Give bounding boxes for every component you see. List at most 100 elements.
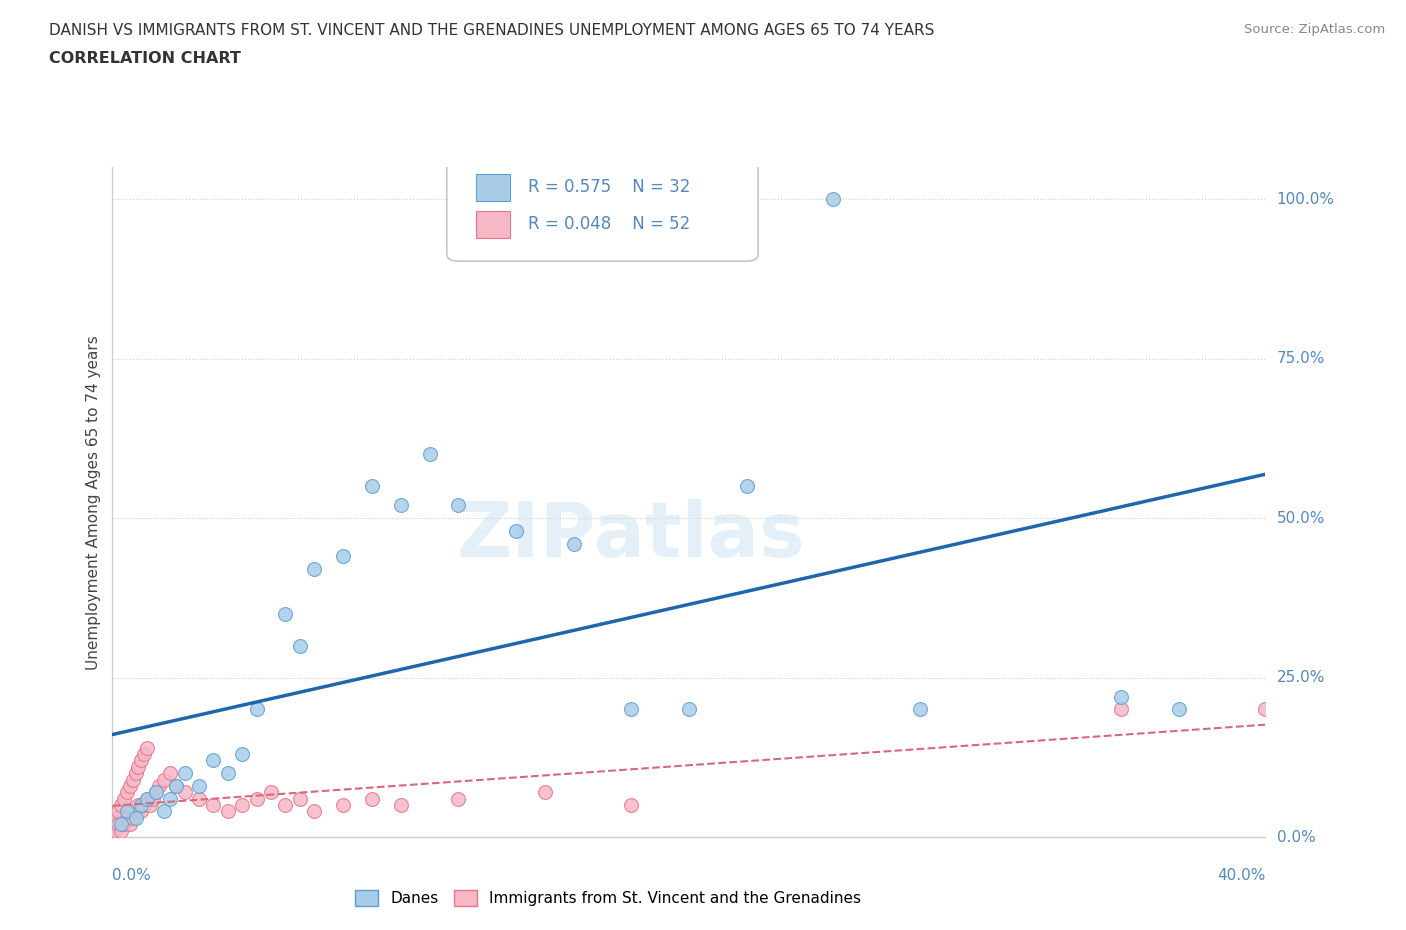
Point	[620, 702, 643, 717]
Point	[332, 549, 354, 564]
Point	[101, 830, 124, 844]
Point	[678, 702, 700, 717]
Point	[165, 778, 187, 793]
Point	[107, 817, 129, 831]
Point	[112, 817, 135, 831]
Legend: Danes, Immigrants from St. Vincent and the Grenadines: Danes, Immigrants from St. Vincent and t…	[356, 890, 860, 907]
Point	[304, 562, 326, 577]
Point	[202, 798, 225, 813]
Point	[360, 479, 382, 494]
Point	[620, 798, 643, 813]
Point	[217, 804, 239, 819]
Point	[202, 753, 225, 768]
Point	[274, 798, 297, 813]
Text: R = 0.575    N = 32: R = 0.575 N = 32	[527, 179, 690, 196]
Point	[101, 823, 124, 838]
Point	[447, 498, 470, 512]
Point	[124, 810, 146, 825]
Bar	[475, 174, 510, 201]
Point	[153, 804, 176, 819]
Point	[332, 798, 354, 813]
Point	[121, 772, 143, 787]
Point	[188, 778, 211, 793]
Text: 75.0%: 75.0%	[1277, 352, 1324, 366]
Point	[136, 791, 159, 806]
Point	[231, 747, 253, 762]
Text: 50.0%: 50.0%	[1277, 511, 1324, 525]
Point	[1111, 689, 1133, 704]
Text: R = 0.048    N = 52: R = 0.048 N = 52	[527, 216, 690, 233]
Point	[107, 804, 129, 819]
Point	[245, 702, 267, 717]
Point	[1167, 702, 1189, 717]
Point	[821, 192, 844, 206]
Point	[136, 791, 159, 806]
Point	[447, 791, 470, 806]
Point	[304, 804, 326, 819]
Point	[118, 817, 141, 831]
Point	[115, 804, 138, 819]
Point	[165, 778, 187, 793]
Point	[217, 765, 239, 780]
Point	[159, 765, 181, 780]
Point	[505, 524, 527, 538]
Point	[231, 798, 253, 813]
Text: 100.0%: 100.0%	[1277, 192, 1334, 206]
Point	[245, 791, 267, 806]
Point	[735, 479, 758, 494]
Point	[288, 791, 311, 806]
Point	[104, 823, 127, 838]
Point	[274, 606, 297, 621]
Point	[1111, 702, 1133, 717]
Point	[112, 791, 135, 806]
Point	[419, 447, 441, 462]
Point	[127, 798, 149, 813]
Point	[389, 498, 412, 512]
Point	[389, 798, 412, 813]
Point	[142, 791, 165, 806]
Point	[136, 740, 159, 755]
Point	[148, 778, 170, 793]
Point	[110, 823, 132, 838]
Bar	[475, 211, 510, 238]
Point	[139, 798, 162, 813]
Point	[1254, 702, 1277, 717]
Point	[288, 638, 311, 653]
Point	[127, 760, 149, 775]
Point	[129, 804, 153, 819]
Point	[110, 798, 132, 813]
Point	[188, 791, 211, 806]
Point	[153, 772, 176, 787]
Point	[104, 810, 127, 825]
Point	[360, 791, 382, 806]
Text: 40.0%: 40.0%	[1218, 868, 1265, 883]
Text: 0.0%: 0.0%	[112, 868, 152, 883]
Point	[134, 798, 156, 813]
Text: CORRELATION CHART: CORRELATION CHART	[49, 51, 240, 66]
FancyBboxPatch shape	[447, 161, 758, 261]
Point	[121, 810, 143, 825]
Point	[173, 765, 195, 780]
Point	[533, 785, 555, 800]
Point	[562, 537, 585, 551]
Text: 0.0%: 0.0%	[1277, 830, 1315, 844]
Point	[115, 785, 138, 800]
Text: DANISH VS IMMIGRANTS FROM ST. VINCENT AND THE GRENADINES UNEMPLOYMENT AMONG AGES: DANISH VS IMMIGRANTS FROM ST. VINCENT AN…	[49, 23, 935, 38]
Point	[118, 778, 141, 793]
Point	[101, 817, 124, 831]
Point	[124, 804, 146, 819]
Point	[159, 791, 181, 806]
Text: ZIPatlas: ZIPatlas	[457, 498, 806, 573]
Y-axis label: Unemployment Among Ages 65 to 74 years: Unemployment Among Ages 65 to 74 years	[86, 335, 101, 670]
Point	[260, 785, 283, 800]
Point	[173, 785, 195, 800]
Point	[145, 785, 167, 800]
Point	[124, 765, 146, 780]
Text: 25.0%: 25.0%	[1277, 671, 1324, 685]
Point	[129, 753, 153, 768]
Text: Source: ZipAtlas.com: Source: ZipAtlas.com	[1244, 23, 1385, 36]
Point	[134, 747, 156, 762]
Point	[110, 817, 132, 831]
Point	[908, 702, 931, 717]
Point	[129, 798, 153, 813]
